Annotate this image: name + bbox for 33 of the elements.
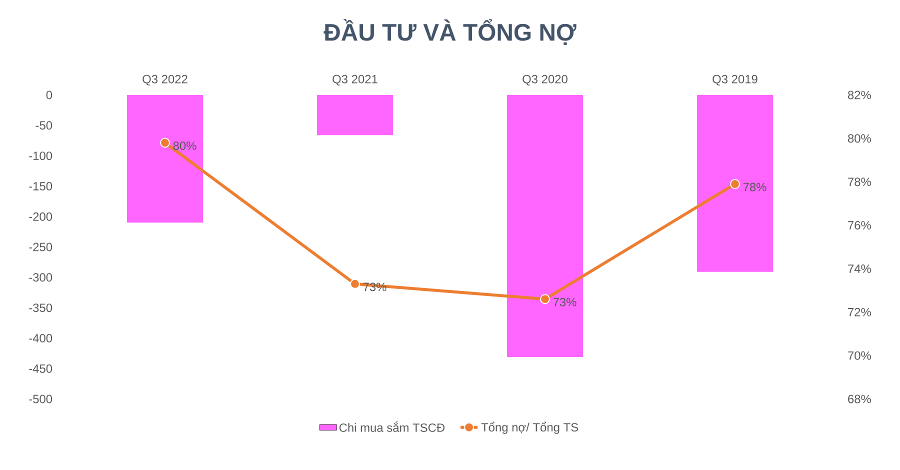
data-label: 78%	[743, 182, 766, 192]
y-tick-label: -50	[36, 121, 52, 130]
y-tick-label: -400	[29, 334, 52, 342]
y2-tick-label: 68%	[848, 394, 871, 404]
y2-tick-label: 74%	[848, 264, 871, 273]
point	[730, 179, 740, 190]
y-tick-label: -200	[29, 212, 52, 221]
y-tick-label: -100	[29, 152, 52, 160]
y-tick-label: -250	[29, 242, 52, 252]
y2-tick-label: 80%	[848, 134, 871, 143]
y-tick-label: 0	[46, 90, 52, 100]
data-label: 73%	[553, 298, 576, 306]
y-tick-label: -150	[29, 182, 52, 190]
chart-title: ĐẦU TƯ VÀ TỔNG NỢ	[324, 19, 576, 45]
y2-tick-label: 76%	[848, 221, 871, 230]
y2-tick-label: 78%	[848, 178, 871, 186]
x-tick-label: Q3 2022	[142, 74, 188, 86]
point	[350, 278, 360, 289]
legend-label: Chi mua sắm TSCĐ	[339, 421, 445, 432]
x-tick-label: Q3 2020	[522, 74, 568, 86]
x-tick-label: Q3 2019	[712, 74, 758, 86]
data-label: 80%	[173, 142, 196, 150]
point	[540, 294, 550, 304]
y2-tick-label: 72%	[848, 308, 871, 316]
y-tick-label: -450	[29, 364, 52, 373]
y-tick-label: -500	[29, 394, 52, 404]
x-tick-label: Q3 2021	[332, 74, 378, 86]
y2-tick-label: 82%	[848, 90, 871, 100]
y-tick-label: -300	[29, 273, 52, 282]
legend-label: Tổng nợ/ Tổng TS	[481, 422, 578, 434]
y2-tick-label: 70%	[848, 351, 871, 360]
point	[160, 138, 170, 148]
y-tick-label: -350	[29, 304, 52, 312]
